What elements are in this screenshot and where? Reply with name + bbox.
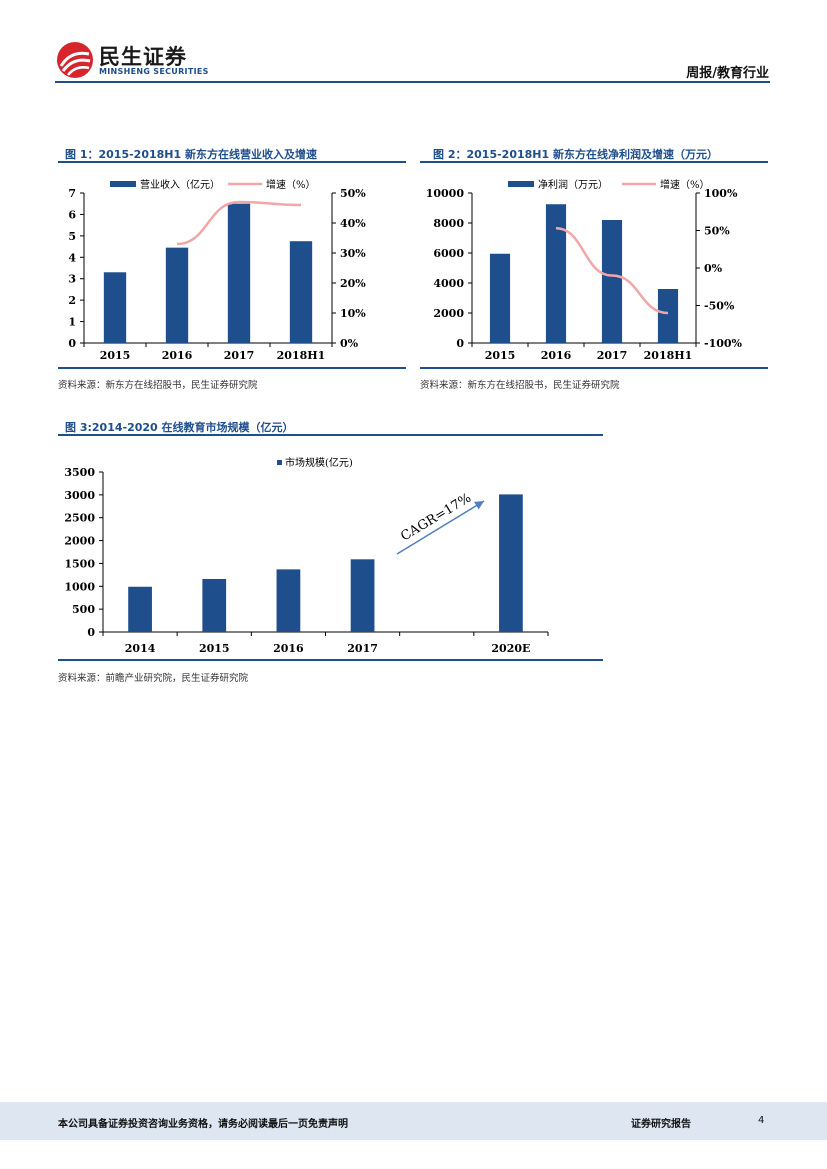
bar: [489, 253, 511, 343]
y-right-tick-label: 50%: [704, 225, 730, 238]
y-right-tick-label: 40%: [340, 217, 366, 230]
y-right-tick-label: -100%: [704, 337, 743, 350]
x-tick-label: 2020E: [491, 642, 530, 655]
y-left-tick-label: 1: [68, 316, 76, 329]
figure-3-title: 图 3:2014-2020 在线教育市场规模（亿元）: [65, 421, 294, 434]
y-left-tick-label: 6000: [433, 247, 464, 260]
y-left-tick-label: 2000: [433, 307, 464, 320]
figure-2-chart: 0 2000 4000 6000 8000 10000 -100% -50% 0% 50% 100%…: [426, 178, 743, 362]
x-tick-label: 2017: [224, 349, 255, 362]
legend-label: 市场规模(亿元): [285, 456, 353, 469]
legend-bar-swatch: [508, 181, 534, 187]
bar: [276, 569, 301, 632]
y-tick-label: 2000: [64, 535, 95, 548]
footer-disclaimer: 本公司具备证券投资咨询业务资格，请务必阅读最后一页免责声明: [58, 1119, 348, 1130]
logo-chinese-name: 民生证券: [99, 45, 187, 69]
company-logo: 民生证券 MINSHENG SECURITIES: [55, 40, 215, 80]
header-divider: [55, 81, 770, 83]
y-right-tick-label: 0%: [704, 262, 723, 275]
bar: [128, 586, 152, 632]
report-category: 周报/教育行业: [686, 66, 769, 81]
y-tick-label: 3000: [64, 489, 95, 502]
cagr-annotation: CAGR=17%: [398, 491, 474, 545]
figure-1-source: 资料来源：新东方在线招股书，民生证券研究院: [58, 380, 258, 391]
figure-1-title: 图 1：2015-2018H1 新东方在线营业收入及增速: [65, 148, 317, 161]
x-tick-label: 2018H1: [277, 349, 326, 362]
y-right-tick-label: 20%: [340, 277, 366, 290]
bar: [227, 203, 251, 343]
legend-line-label: 增速（%）: [266, 178, 316, 191]
y-tick-label: 0: [87, 626, 95, 639]
x-tick-label: 2016: [162, 349, 193, 362]
figure-3-bottom-rule: [58, 659, 603, 661]
legend-bar-label: 净利润（万元）: [538, 178, 608, 191]
y-tick-label: 1500: [64, 557, 95, 570]
bar: [350, 559, 375, 632]
bar: [165, 247, 189, 343]
footer-document-type: 证券研究报告: [631, 1119, 691, 1130]
figure-2-bottom-rule: [420, 367, 768, 369]
x-tick-label: 2017: [347, 642, 378, 655]
y-tick-label: 3500: [64, 466, 95, 479]
y-left-tick-label: 4: [68, 251, 76, 264]
x-tick-label: 2015: [485, 349, 516, 362]
y-left-tick-label: 5: [68, 230, 76, 243]
y-right-tick-label: 10%: [340, 307, 366, 320]
figure-3-source: 资料来源：前瞻产业研究院，民生证券研究院: [58, 673, 249, 684]
bar: [289, 241, 313, 343]
footer-bar: [0, 1102, 827, 1140]
figure-2-top-rule: [420, 161, 768, 163]
page-number: 4: [758, 1115, 765, 1126]
x-tick-label: 2015: [199, 642, 230, 655]
y-right-tick-label: 100%: [704, 187, 738, 200]
figure-2-title: 图 2：2015-2018H1 新东方在线净利润及增速（万元）: [433, 148, 718, 161]
growth-rate-line: [176, 200, 302, 246]
x-tick-label: 2017: [597, 349, 628, 362]
y-left-tick-label: 0: [456, 337, 464, 350]
bar: [103, 272, 127, 343]
y-right-tick-label: 50%: [340, 187, 366, 200]
x-tick-label: 2015: [100, 349, 131, 362]
figure-2-source: 资料来源：新东方在线招股书，民生证券研究院: [420, 380, 620, 391]
x-tick-label: 2014: [125, 642, 156, 655]
y-left-tick-label: 6: [68, 208, 76, 221]
y-tick-label: 1000: [64, 580, 95, 593]
legend-bar-swatch: [110, 181, 136, 187]
y-left-tick-label: 4000: [433, 277, 464, 290]
logo-emblem-icon: [57, 42, 93, 78]
x-tick-label: 2016: [273, 642, 304, 655]
bar: [202, 578, 227, 632]
figure-1-top-rule: [58, 161, 406, 163]
y-left-tick-label: 10000: [426, 187, 465, 200]
y-right-tick-label: 0%: [340, 337, 359, 350]
trend-arrow: [396, 500, 485, 555]
legend-line-label: 增速（%）: [660, 178, 710, 191]
figure-3-chart: 0 500 1000 1500 2000 2500 3000 3500 2014 2015 2016…: [64, 456, 549, 655]
bar: [657, 289, 679, 343]
y-left-tick-label: 7: [68, 187, 76, 200]
y-left-tick-label: 3: [68, 273, 76, 286]
y-left-tick-label: 2: [68, 294, 76, 307]
x-tick-label: 2016: [541, 349, 572, 362]
y-left-tick-label: 8000: [433, 217, 464, 230]
figure-3-top-rule: [58, 434, 603, 436]
legend-bar-label: 营业收入（亿元）: [140, 178, 220, 191]
figure-1-chart: 0 1 2 3 4 5 6 7 0% 10% 20% 30% 40% 50% 2015 2016 2017 201…: [68, 178, 366, 362]
bar: [601, 220, 623, 343]
y-right-tick-label: -50%: [704, 300, 735, 313]
figure-1-bottom-rule: [58, 367, 406, 369]
y-left-tick-label: 0: [68, 337, 76, 350]
bar: [545, 204, 567, 343]
logo-english-name: MINSHENG SECURITIES: [99, 67, 209, 76]
legend-swatch: [277, 460, 282, 465]
growth-rate-line: [555, 227, 669, 315]
x-tick-label: 2018H1: [644, 349, 693, 362]
y-tick-label: 500: [72, 603, 95, 616]
bar: [499, 494, 523, 632]
y-right-tick-label: 30%: [340, 247, 366, 260]
y-tick-label: 2500: [64, 512, 95, 525]
